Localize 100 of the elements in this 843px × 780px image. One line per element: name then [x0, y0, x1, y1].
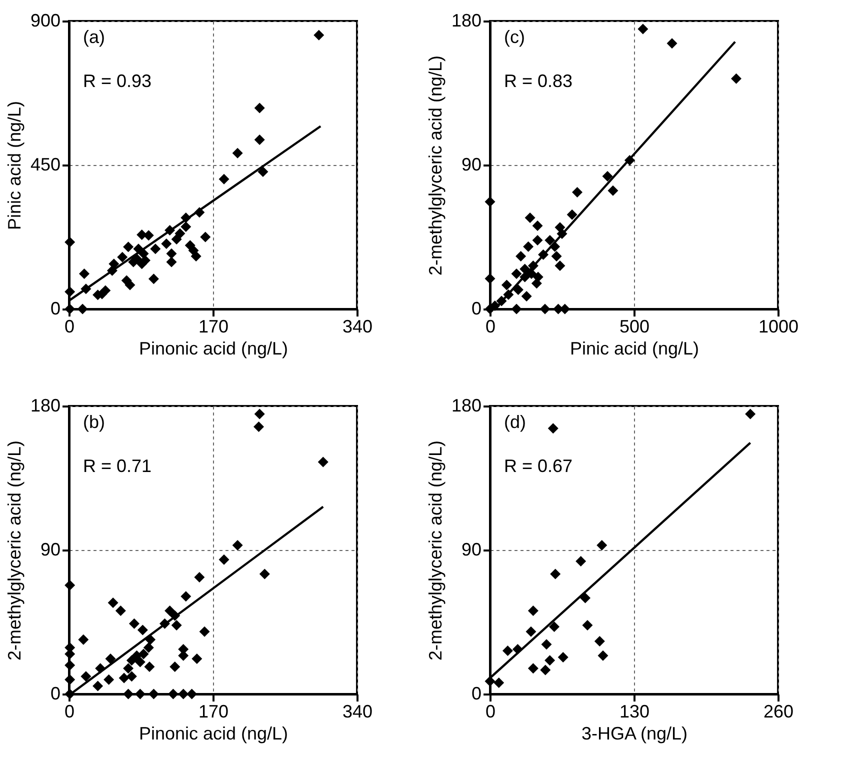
point — [178, 688, 189, 700]
y-tick-label: 180 — [30, 396, 60, 416]
point — [115, 606, 126, 616]
point — [64, 660, 76, 670]
point — [598, 650, 608, 661]
point — [218, 554, 230, 565]
point — [318, 456, 328, 468]
point — [161, 238, 172, 249]
y-tick-label: 0 — [471, 684, 482, 704]
point — [186, 688, 198, 700]
annotation: (b) — [83, 412, 105, 432]
y-tick-label: 0 — [50, 298, 60, 318]
point — [540, 664, 551, 676]
y-tick-label: 180 — [451, 10, 482, 30]
point — [594, 636, 605, 646]
point — [171, 234, 182, 244]
point — [512, 284, 524, 296]
y-axis-title: 2-methylglyceric acid (ng/L) — [425, 55, 446, 276]
point — [314, 30, 324, 40]
point — [128, 256, 139, 268]
point — [259, 568, 270, 580]
point — [128, 618, 140, 629]
point — [108, 598, 118, 608]
point — [137, 624, 148, 636]
annotation: (a) — [83, 27, 105, 47]
x-tick-label: 0 — [64, 702, 75, 722]
point — [79, 268, 90, 280]
point — [254, 102, 265, 114]
point — [126, 655, 137, 666]
point — [199, 626, 210, 637]
annotation: R = 0.71 — [83, 456, 152, 476]
point — [171, 620, 182, 630]
point — [80, 671, 92, 682]
point — [143, 642, 154, 653]
point — [144, 662, 155, 672]
x-axis-title: Pinonic acid (ng/L) — [138, 724, 288, 744]
point — [254, 408, 265, 420]
point — [190, 250, 202, 262]
point — [544, 234, 556, 246]
point — [576, 556, 586, 566]
x-tick-label: 130 — [619, 702, 650, 722]
point — [166, 248, 177, 259]
x-axis-title: 3-HGA (ng/L) — [581, 724, 688, 744]
point — [218, 174, 230, 184]
point — [253, 422, 264, 432]
point — [194, 572, 205, 582]
point — [548, 423, 558, 434]
point — [528, 663, 538, 674]
annotation: (c) — [504, 27, 525, 47]
point — [484, 676, 496, 686]
point — [544, 655, 556, 666]
x-tick-label: 340 — [342, 316, 373, 336]
y-tick-label: 900 — [30, 10, 60, 30]
annotation: R = 0.83 — [504, 71, 573, 91]
point — [180, 222, 192, 232]
point — [502, 646, 513, 656]
x-tick-label: 170 — [198, 316, 229, 336]
point — [524, 212, 536, 224]
point — [730, 73, 742, 84]
point — [134, 688, 146, 700]
point — [484, 196, 496, 208]
point — [572, 186, 583, 198]
point — [745, 408, 756, 420]
point — [549, 622, 560, 632]
point — [254, 134, 265, 145]
point — [554, 260, 566, 272]
point — [148, 274, 159, 284]
point — [78, 634, 89, 645]
point — [105, 654, 116, 664]
point — [64, 286, 76, 297]
x-axis-title: Pinonic acid (ng/L) — [138, 338, 288, 358]
point — [104, 674, 114, 685]
x-axis-title: Pinic acid (ng/L) — [570, 338, 700, 358]
point — [566, 209, 578, 220]
point — [166, 256, 177, 268]
annotation: (d) — [504, 412, 526, 432]
point — [532, 234, 543, 246]
y-tick-label: 90 — [40, 540, 60, 560]
y-tick-label: 90 — [461, 540, 482, 560]
y-axis-title: 2-methylglyceric acid (ng/L) — [4, 440, 24, 661]
point — [558, 652, 568, 662]
point — [64, 236, 76, 248]
point — [140, 255, 150, 266]
y-tick-label: 0 — [50, 684, 60, 704]
point — [638, 24, 648, 34]
x-tick-label: 340 — [342, 702, 373, 722]
x-tick-label: 1000 — [758, 316, 799, 336]
point — [666, 38, 678, 49]
point — [521, 290, 532, 302]
point — [92, 680, 104, 692]
point — [126, 671, 137, 682]
annotation: R = 0.93 — [83, 71, 152, 91]
point — [64, 580, 76, 590]
x-tick-label: 260 — [763, 702, 794, 722]
point — [550, 568, 561, 580]
point — [150, 244, 161, 254]
point — [258, 166, 268, 177]
point — [596, 540, 608, 550]
x-tick-label: 0 — [485, 316, 496, 336]
point — [232, 148, 243, 158]
